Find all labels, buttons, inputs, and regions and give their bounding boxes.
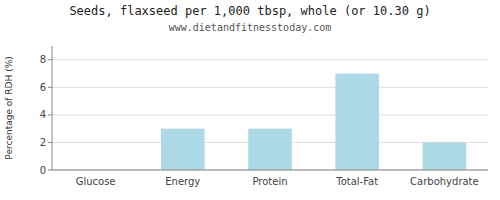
bar <box>248 129 292 170</box>
tick-label: Protein <box>252 176 287 187</box>
tick-label: 6 <box>40 82 46 93</box>
tick-label: 4 <box>40 109 46 120</box>
tick-label: 0 <box>40 165 46 176</box>
tick-mark <box>48 170 52 171</box>
chart: Seeds, flaxseed per 1,000 tbsp, whole (o… <box>0 0 500 200</box>
title: Seeds, flaxseed per 1,000 tbsp, whole (o… <box>69 4 430 18</box>
tick-mark <box>48 59 52 60</box>
tick-label: Carbohydrate <box>410 176 479 187</box>
tick-label: 2 <box>40 137 46 148</box>
tick-mark <box>48 114 52 115</box>
grid-line <box>52 114 488 115</box>
y-axis: 0 2 4 6 8 <box>40 54 488 175</box>
bar <box>423 142 467 170</box>
tick-label: Total-Fat <box>335 176 378 187</box>
bars <box>161 74 466 170</box>
grid-line <box>52 59 488 60</box>
bar <box>161 129 205 170</box>
tick-label: Glucose <box>76 176 116 187</box>
y-axis-label: Percentage of RDH (%) <box>4 56 14 159</box>
tick-label: 8 <box>40 54 46 65</box>
grid-line <box>52 170 488 171</box>
tick-mark <box>48 142 52 143</box>
axis-line <box>52 46 53 170</box>
x-axis: Glucose Energy Protein Total-Fat Carbohydrat… <box>76 176 479 187</box>
tick-mark <box>48 87 52 88</box>
grid-line <box>52 87 488 88</box>
tick-label: Energy <box>165 176 200 187</box>
axis-line <box>52 170 488 171</box>
bar <box>335 74 379 170</box>
subtitle: www.dietandfitnesstoday.com <box>169 22 332 33</box>
chart-container: Seeds, flaxseed per 1,000 tbsp, whole (o… <box>0 0 500 200</box>
